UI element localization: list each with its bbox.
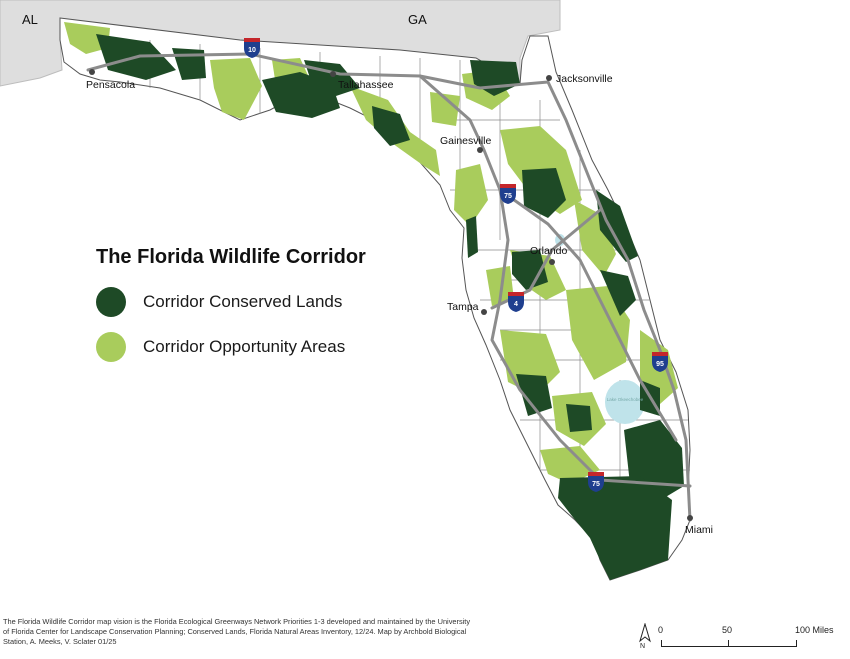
interstate-shield-i75-south: 75 [588, 472, 604, 492]
highway-i10 [86, 52, 550, 90]
legend-label-conserved: Corridor Conserved Lands [143, 292, 343, 311]
svg-text:10: 10 [248, 47, 256, 54]
lake-okeechobee [605, 380, 645, 424]
highways [86, 52, 692, 522]
state-label-georgia: GA [408, 12, 427, 27]
scale-bar-mid-tick [728, 640, 729, 647]
city-label-orlando: Orlando [530, 245, 568, 257]
scale-tick-0: 0 [658, 625, 664, 635]
scale-end-label: 100 Miles [795, 625, 834, 635]
highway-i95 [546, 80, 692, 522]
opportunity-swatch [96, 332, 126, 362]
city-label-tampa: Tampa [447, 301, 479, 313]
city-label-jacksonville: Jacksonville [556, 73, 613, 85]
north-arrow: N [636, 622, 654, 653]
svg-text:75: 75 [504, 193, 512, 200]
north-arrow-icon [639, 622, 651, 643]
legend-item-opportunity: Corridor Opportunity Areas [96, 332, 345, 362]
map-credits-footnote: The Florida Wildlife Corridor map vision… [3, 617, 471, 646]
legend-title: The Florida Wildlife Corridor [96, 246, 366, 268]
svg-text:4: 4 [514, 301, 518, 308]
miami-dot [687, 515, 693, 521]
tallahassee-dot [330, 71, 336, 77]
pensacola-dot [89, 69, 95, 75]
scale-tick-50: 50 [722, 625, 733, 635]
interstate-shield-i10: 10 [244, 38, 260, 58]
legend-label-opportunity: Corridor Opportunity Areas [143, 337, 346, 356]
north-letter: N [640, 643, 646, 650]
city-markers [89, 69, 693, 521]
state-label-alabama: AL [22, 12, 38, 27]
lake-okeechobee-label: Lake Okeechobee [607, 397, 644, 402]
highway-i75 [418, 74, 692, 488]
tampa-dot [481, 309, 487, 315]
jacksonville-dot [546, 75, 552, 81]
legend-item-conserved: Corridor Conserved Lands [96, 287, 342, 317]
city-label-tallahassee: Tallahassee [338, 79, 394, 91]
gainesville-dot [477, 147, 483, 153]
scale-bar: 0 50 100 Miles [655, 622, 845, 656]
highway-florida-turnpike [498, 188, 678, 442]
interstate-shield-i4: 4 [508, 292, 524, 312]
interstate-shield-i75-north: 75 [500, 184, 516, 204]
city-label-miami: Miami [685, 524, 713, 536]
svg-text:95: 95 [656, 361, 664, 368]
city-label-pensacola: Pensacola [86, 79, 135, 91]
scale-bar-line [661, 640, 797, 647]
conserved-swatch [96, 287, 126, 317]
svg-text:75: 75 [592, 481, 600, 488]
city-label-gainesville: Gainesville [440, 135, 492, 147]
orlando-dot [549, 259, 555, 265]
interstate-shield-i95: 95 [652, 352, 668, 372]
